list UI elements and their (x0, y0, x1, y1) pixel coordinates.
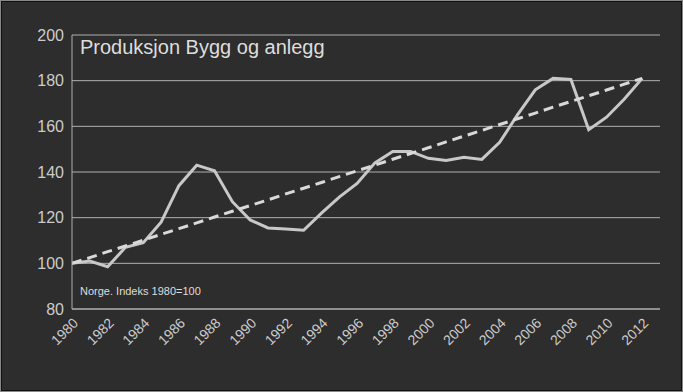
svg-text:1982: 1982 (83, 315, 116, 348)
svg-text:80: 80 (46, 301, 64, 318)
svg-text:1984: 1984 (119, 315, 152, 348)
svg-text:2000: 2000 (404, 315, 437, 348)
svg-text:200: 200 (37, 27, 64, 44)
svg-text:1998: 1998 (369, 315, 402, 348)
svg-text:2004: 2004 (475, 315, 508, 348)
svg-text:1996: 1996 (333, 315, 366, 348)
svg-text:140: 140 (37, 164, 64, 181)
html-text:Produksjon Bygg og anlegg: Produksjon Bygg og anlegg (80, 36, 325, 58)
svg-text:2012: 2012 (618, 315, 651, 348)
svg-text:180: 180 (37, 72, 64, 89)
svg-text:1980: 1980 (48, 315, 81, 348)
svg-text:1988: 1988 (190, 315, 223, 348)
svg-text:2006: 2006 (511, 315, 544, 348)
svg-text:2002: 2002 (440, 315, 473, 348)
svg-text:160: 160 (37, 118, 64, 135)
svg-text:1994: 1994 (297, 315, 330, 348)
svg-text:2008: 2008 (547, 315, 580, 348)
svg-text:1992: 1992 (262, 315, 295, 348)
svg-text:120: 120 (37, 209, 64, 226)
html-text:Norge. Indeks 1980=100: Norge. Indeks 1980=100 (80, 285, 201, 297)
svg-text:1990: 1990 (226, 315, 259, 348)
svg-text:100: 100 (37, 255, 64, 272)
svg-text:1986: 1986 (155, 315, 188, 348)
svg-text:2010: 2010 (582, 315, 615, 348)
